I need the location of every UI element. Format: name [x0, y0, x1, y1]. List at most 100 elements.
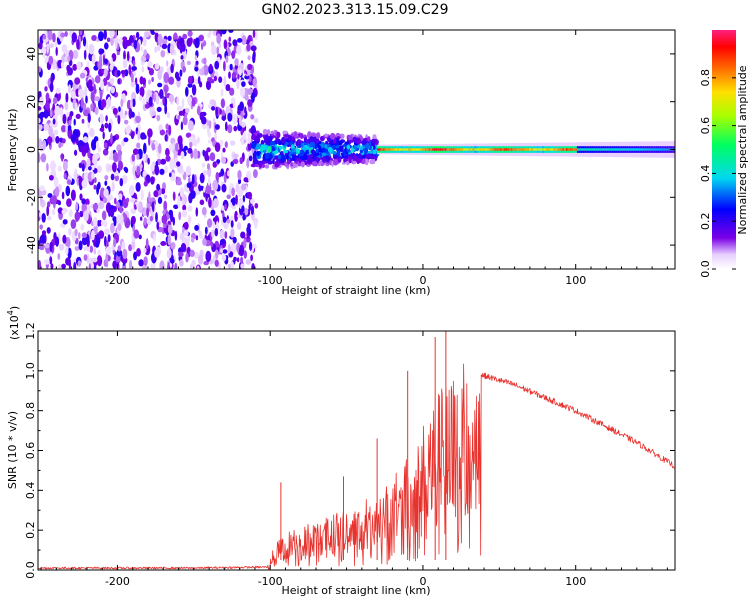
line-core [542, 148, 545, 151]
line-core [382, 148, 385, 151]
line-core [487, 148, 490, 151]
noise-cell [225, 84, 231, 92]
noise-cell [239, 157, 244, 165]
noise-cell [47, 30, 53, 41]
noise-cell [135, 115, 141, 124]
noise-cell [200, 42, 204, 50]
noise-cell [224, 203, 227, 210]
noise-cell [128, 259, 133, 269]
noise-cell [159, 168, 165, 175]
line-core [433, 148, 437, 151]
noise-cell [132, 148, 139, 155]
signal-cell [274, 161, 280, 168]
noise-cell [191, 97, 196, 107]
noise-cell [63, 173, 67, 180]
snr-x-tick-label: 0 [419, 575, 426, 588]
signal-cell [315, 132, 321, 139]
noise-cell [46, 136, 53, 144]
noise-cell [221, 205, 225, 211]
noise-cell [81, 163, 85, 172]
line-core [402, 148, 405, 151]
line-core [499, 148, 503, 151]
line-core [589, 148, 592, 151]
noise-cell [237, 169, 242, 180]
noise-cell [168, 76, 175, 85]
noise-cell [83, 49, 87, 60]
noise-cell [166, 248, 172, 259]
line-core [401, 148, 404, 151]
noise-cell [96, 165, 102, 174]
line-core [463, 148, 466, 151]
line-core [498, 148, 501, 151]
signal-cell [336, 149, 341, 156]
signal-cell [362, 158, 366, 165]
noise-cell [90, 91, 95, 102]
noise-cell [215, 106, 219, 118]
noise-cell [232, 236, 237, 244]
noise-cell [166, 60, 169, 67]
noise-cell [126, 99, 132, 110]
noise-cell [236, 45, 242, 55]
noise-cell [107, 234, 111, 243]
signal-cell [332, 155, 337, 160]
noise-cell [194, 37, 200, 49]
noise-cell [38, 66, 42, 73]
signal-cell [317, 147, 323, 153]
noise-cell [44, 259, 50, 265]
noise-cell [150, 164, 155, 172]
line-core [437, 148, 440, 151]
noise-cell [185, 165, 192, 176]
noise-cell [123, 137, 129, 143]
noise-cell [191, 174, 195, 185]
noise-cell [83, 254, 88, 261]
noise-cell [105, 246, 112, 256]
signal-cell [268, 153, 273, 160]
noise-cell [224, 231, 228, 239]
noise-cell [72, 63, 78, 71]
noise-cell [226, 218, 231, 224]
line-core [503, 148, 506, 151]
spectrogram-x-tick-label: 0 [419, 274, 426, 287]
noise-cell [81, 118, 85, 124]
line-core [615, 148, 618, 151]
noise-cell [161, 188, 166, 195]
snr-y-label: SNR (10 * v/v) [6, 411, 19, 489]
signal-cell [346, 160, 350, 165]
line-core [600, 148, 603, 151]
noise-cell [164, 134, 168, 142]
line-core [525, 148, 528, 151]
signal-cell [338, 145, 344, 150]
line-core [412, 148, 415, 151]
noise-cell [99, 127, 105, 132]
line-core [466, 148, 470, 151]
figure-title: GN02.2023.313.15.09.C29 [262, 2, 449, 18]
noise-cell [67, 247, 72, 259]
noise-cell [109, 208, 115, 218]
noise-cell [233, 125, 238, 132]
line-core [422, 148, 426, 151]
noise-cell [211, 106, 216, 111]
noise-cell [223, 75, 227, 87]
noise-cell [95, 140, 100, 149]
noise-cell [226, 194, 231, 200]
noise-cell [104, 235, 107, 247]
noise-cell [210, 44, 217, 56]
line-core [646, 148, 649, 151]
line-core [659, 148, 662, 151]
noise-cell [112, 107, 118, 115]
noise-cell [75, 201, 79, 211]
noise-cell [132, 59, 136, 67]
noise-cell [130, 131, 135, 140]
noise-cell [142, 151, 146, 162]
signal-cell [265, 152, 269, 160]
noise-cell [180, 121, 184, 131]
noise-cell [183, 145, 188, 151]
noise-cell [208, 30, 212, 37]
noise-cell [203, 260, 209, 266]
noise-cell [231, 197, 236, 206]
noise-cell [147, 90, 153, 97]
signal-cell [356, 157, 362, 164]
noise-cell [130, 215, 136, 225]
noise-cell [181, 168, 185, 176]
noise-cell [73, 118, 76, 126]
